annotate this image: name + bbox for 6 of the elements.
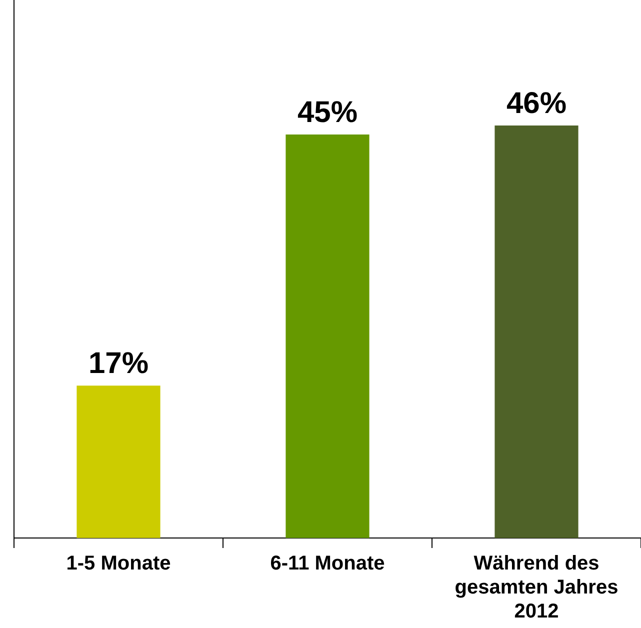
data-label: 17% — [88, 346, 149, 380]
x-tick-label: Während des gesamten Jahres 2012 — [454, 552, 618, 623]
x-tick-label: 6-11 Monate — [270, 552, 385, 575]
data-label: 45% — [297, 96, 358, 129]
data-label: 46% — [506, 86, 567, 120]
x-tick-label: 1-5 Monate — [66, 552, 171, 575]
